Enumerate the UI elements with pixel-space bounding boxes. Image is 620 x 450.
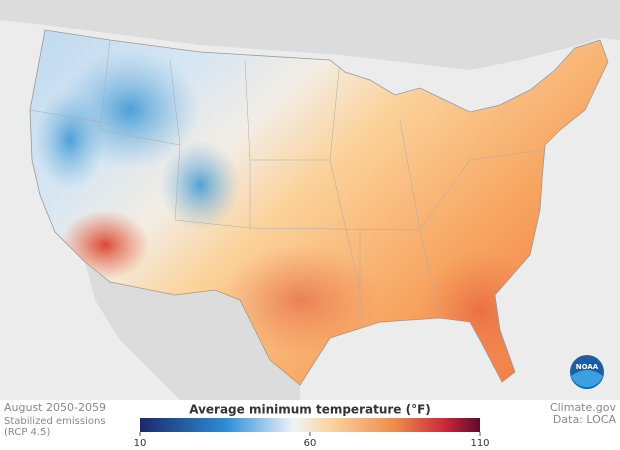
scenario: Stabilized emissions (4, 416, 106, 427)
period: August 2050-2059 (4, 401, 106, 414)
source: Climate.gov (550, 401, 617, 414)
mexico (85, 262, 300, 400)
colorbar-ticks: 10 60 110 (134, 432, 490, 449)
scenario-code: (RCP 4.5) (4, 427, 50, 438)
colorbar-tick-label: 60 (304, 438, 317, 449)
data-source: Data: LOCA (553, 413, 617, 426)
state-lines (30, 39, 541, 330)
logo-text: NOAA (576, 363, 599, 371)
colorbar-tick-label: 110 (470, 438, 489, 449)
noaa-logo: NOAA (570, 355, 604, 389)
canada (0, 0, 620, 70)
colorbar (140, 418, 480, 432)
colorbar-tick-label: 10 (134, 438, 147, 449)
legend-title: Average minimum temperature (°F) (189, 403, 431, 417)
